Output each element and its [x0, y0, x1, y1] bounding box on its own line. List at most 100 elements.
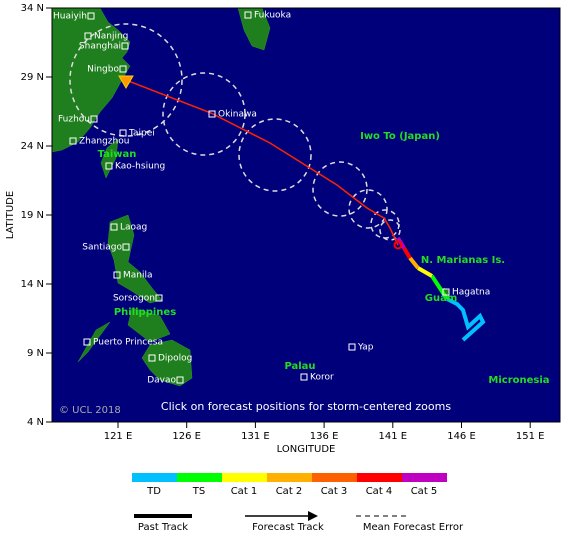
- track-cat2: [408, 256, 420, 270]
- city-marker: [244, 11, 252, 19]
- error-circle: [348, 189, 388, 229]
- error-circle: [379, 219, 401, 241]
- city-marker: [69, 137, 77, 145]
- city-label: Laoag: [120, 223, 147, 233]
- intensity-swatch: [132, 473, 177, 482]
- error-circle: [162, 72, 246, 156]
- city-marker: [110, 223, 118, 231]
- forecast-track: [125, 79, 399, 246]
- intensity-swatch: [177, 473, 222, 482]
- intensity-label: Cat 2: [276, 486, 303, 497]
- lat-tick-label: 19 N: [21, 210, 44, 221]
- lon-tick-label: 151 E: [516, 431, 545, 442]
- lat-tick-label: 4 N: [27, 417, 44, 428]
- city-marker: [113, 271, 121, 279]
- error-circle: [69, 23, 183, 137]
- city-label: Santiago: [82, 243, 122, 253]
- zoom-note: Click on forecast positions for storm-ce…: [161, 400, 451, 413]
- intensity-swatch: [222, 473, 267, 482]
- error-circle: [238, 118, 312, 192]
- city-label: Puerto Princesa: [93, 338, 163, 348]
- city-marker: [300, 373, 308, 381]
- city-label: Manila: [123, 271, 153, 281]
- intensity-label: TD: [146, 486, 161, 497]
- city-label: Davao: [147, 376, 176, 386]
- intensity-label: Cat 5: [411, 486, 438, 497]
- track-legend-label: Past Track: [138, 522, 188, 533]
- forecast-arrow: [308, 511, 318, 521]
- region-label: Guam: [425, 293, 458, 304]
- city-marker: [83, 338, 91, 346]
- intensity-label: Cat 4: [366, 486, 393, 497]
- region-label: Palau: [284, 361, 315, 372]
- forecast-end-marker: [118, 75, 134, 89]
- city-marker: [84, 32, 92, 40]
- region-label: Micronesia: [488, 375, 549, 386]
- city-label: Huaiyih: [53, 12, 87, 22]
- region-label: Taiwan: [98, 149, 137, 160]
- taiwan: [100, 138, 119, 179]
- intensity-swatch: [402, 473, 447, 482]
- lon-tick-label: 121 E: [104, 431, 133, 442]
- city-label: Sorsogon: [113, 294, 155, 304]
- city-label: Nanjing: [94, 32, 128, 42]
- lat-tick-label: 9 N: [27, 348, 44, 359]
- region-label: Iwo To (Japan): [360, 131, 440, 142]
- city-label: Koror: [310, 373, 334, 383]
- city-marker: [148, 354, 156, 362]
- track-cat1: [417, 266, 433, 278]
- city-label: Fuzhou: [58, 115, 90, 125]
- city-marker: [176, 376, 184, 384]
- city-label: Kao-hsiung: [115, 162, 165, 172]
- ocean: [52, 8, 560, 422]
- track-legend-label: Mean Forecast Error: [363, 522, 464, 533]
- lon-tick-label: 136 E: [310, 431, 339, 442]
- city-label: Dipolog: [158, 354, 192, 364]
- track-td: [446, 297, 486, 342]
- city-label: Hagatna: [452, 288, 490, 298]
- error-circle: [312, 161, 368, 217]
- city-marker: [87, 12, 95, 20]
- lat-tick-label: 14 N: [21, 279, 44, 290]
- lon-tick-label: 131 E: [241, 431, 270, 442]
- track-cat4: [402, 246, 412, 260]
- lon-tick-label: 126 E: [172, 431, 201, 442]
- lat-tick-label: 34 N: [21, 3, 44, 14]
- city-marker: [121, 42, 129, 50]
- intensity-label: Cat 1: [231, 486, 258, 497]
- copyright: © UCL 2018: [59, 405, 121, 416]
- city-label: Shanghai: [79, 42, 121, 52]
- mindanao: [141, 339, 193, 387]
- city-label: Yap: [357, 343, 374, 353]
- city-marker: [348, 343, 356, 351]
- city-marker: [119, 129, 127, 137]
- error-circles: [69, 23, 401, 241]
- palawan: [77, 321, 111, 363]
- x-axis-title: LONGITUDE: [277, 444, 336, 455]
- intensity-swatch: [357, 473, 402, 482]
- past-track: [396, 236, 486, 342]
- track-legend-label: Forecast Track: [252, 522, 324, 533]
- city-marker: [155, 294, 163, 302]
- region-label: Philippines: [114, 307, 176, 318]
- lon-tick-label: 141 E: [379, 431, 408, 442]
- lon-tick-label: 146 E: [447, 431, 476, 442]
- land: [51, 7, 450, 387]
- intensity-swatch: [267, 473, 312, 482]
- city-marker: [105, 162, 113, 170]
- city-marker: [208, 110, 216, 118]
- lat-tick-label: 24 N: [21, 141, 44, 152]
- city-label: Ningbo: [87, 65, 119, 75]
- intensity-label: TS: [192, 486, 205, 497]
- city-label: Taipei: [128, 129, 155, 139]
- city-marker: [119, 65, 127, 73]
- city-marker: [442, 288, 450, 296]
- region-label: N. Marianas Is.: [421, 255, 505, 266]
- intensity-label: Cat 3: [321, 486, 348, 497]
- city-label: Fukuoka: [254, 11, 291, 21]
- lat-tick-label: 29 N: [21, 72, 44, 83]
- city-label: Okinawa: [218, 110, 257, 120]
- current-position[interactable]: [393, 240, 403, 250]
- city-label: Zhangzhou: [79, 137, 129, 147]
